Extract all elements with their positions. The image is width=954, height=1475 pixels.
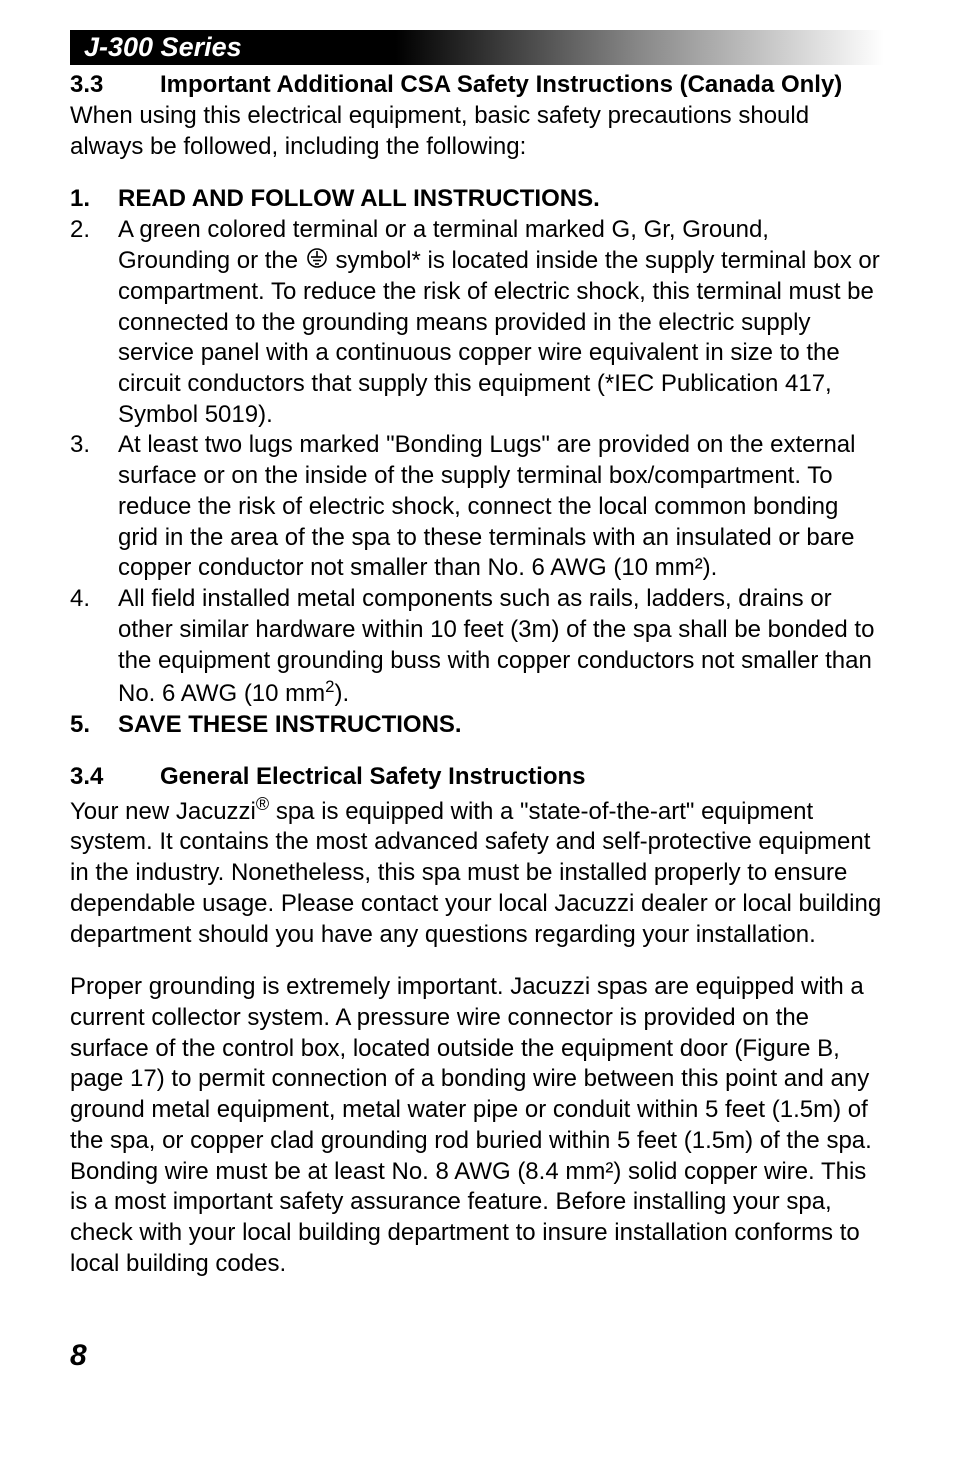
section-3-3-title: Important Additional CSA Safety Instruct… — [160, 71, 842, 98]
list-text-pre: All field installed metal components suc… — [118, 585, 874, 707]
section-3-3-number: 3.3 — [70, 71, 160, 99]
list-content: At least two lugs marked "Bonding Lugs" … — [118, 430, 884, 584]
ground-icon — [307, 246, 327, 277]
list-num: 2. — [70, 215, 118, 430]
section-3-4-para2: Proper grounding is extremely important.… — [70, 972, 884, 1279]
list-content: All field installed metal components suc… — [118, 584, 884, 710]
instruction-list-3-3: 1. READ AND FOLLOW ALL INSTRUCTIONS. 2. … — [70, 184, 884, 740]
list-num: 5. — [70, 710, 118, 741]
list-text-post: symbol* is located inside the supply ter… — [118, 247, 880, 428]
series-label: J-300 Series — [84, 32, 242, 62]
section-3-3-intro: When using this electrical equipment, ba… — [70, 101, 884, 162]
list-num: 3. — [70, 430, 118, 584]
list-item: 1. READ AND FOLLOW ALL INSTRUCTIONS. — [70, 184, 884, 215]
section-3-4-number: 3.4 — [70, 763, 160, 791]
page-number: 8 — [70, 1339, 884, 1373]
section-3-3-heading: 3.3Important Additional CSA Safety Instr… — [70, 71, 884, 99]
list-item: 5. SAVE THESE INSTRUCTIONS. — [70, 710, 884, 741]
list-item: 2. A green colored terminal or a termina… — [70, 215, 884, 430]
series-header-bar: J-300 Series — [70, 30, 884, 65]
list-content: SAVE THESE INSTRUCTIONS. — [118, 710, 884, 741]
list-content: READ AND FOLLOW ALL INSTRUCTIONS. — [118, 184, 884, 215]
registered-mark: ® — [256, 794, 269, 814]
section-3-4-title: General Electrical Safety Instructions — [160, 763, 586, 790]
list-num: 1. — [70, 184, 118, 215]
list-text-post: ). — [335, 680, 350, 707]
section-3-4-para1: Your new Jacuzzi® spa is equipped with a… — [70, 793, 884, 951]
section-3-4-heading: 3.4General Electrical Safety Instruction… — [70, 763, 884, 791]
para1-pre: Your new Jacuzzi — [70, 798, 256, 825]
superscript: 2 — [325, 677, 334, 696]
list-num: 4. — [70, 584, 118, 710]
list-item: 3. At least two lugs marked "Bonding Lug… — [70, 430, 884, 584]
list-item: 4. All field installed metal components … — [70, 584, 884, 710]
list-content: A green colored terminal or a terminal m… — [118, 215, 884, 430]
